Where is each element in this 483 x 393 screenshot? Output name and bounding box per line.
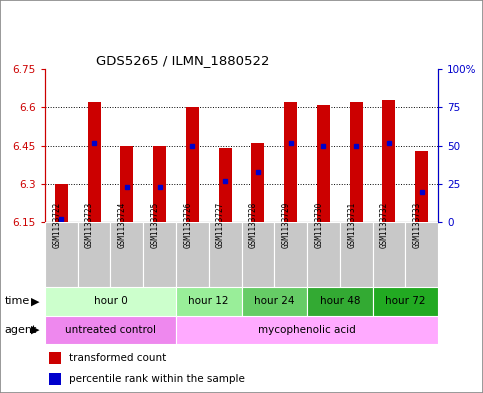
Text: ▶: ▶ xyxy=(31,296,40,307)
Text: GSM1133730: GSM1133730 xyxy=(314,201,324,248)
Bar xyxy=(111,222,143,287)
Bar xyxy=(307,287,372,316)
Bar xyxy=(45,287,176,316)
Bar xyxy=(45,316,176,344)
Text: GDS5265 / ILMN_1880522: GDS5265 / ILMN_1880522 xyxy=(96,54,270,67)
Bar xyxy=(176,316,438,344)
Bar xyxy=(45,222,78,287)
Text: GSM1133732: GSM1133732 xyxy=(380,201,389,248)
Bar xyxy=(143,222,176,287)
Bar xyxy=(176,287,242,316)
Text: hour 0: hour 0 xyxy=(94,296,128,307)
Bar xyxy=(87,102,100,222)
Text: GSM1133723: GSM1133723 xyxy=(85,201,94,248)
Text: GSM1133727: GSM1133727 xyxy=(216,201,225,248)
Text: GSM1133726: GSM1133726 xyxy=(184,201,192,248)
Text: hour 48: hour 48 xyxy=(320,296,360,307)
Bar xyxy=(307,222,340,287)
Bar xyxy=(274,222,307,287)
Bar xyxy=(219,148,232,222)
Bar xyxy=(49,352,61,364)
Bar xyxy=(405,222,438,287)
Bar xyxy=(350,102,363,222)
Bar xyxy=(55,184,68,222)
Bar xyxy=(242,287,307,316)
Bar xyxy=(251,143,264,222)
Text: transformed count: transformed count xyxy=(69,353,166,363)
Bar xyxy=(340,222,372,287)
Text: mycophenolic acid: mycophenolic acid xyxy=(258,325,356,335)
Text: agent: agent xyxy=(5,325,37,335)
Text: GSM1133729: GSM1133729 xyxy=(282,201,291,248)
Bar xyxy=(153,146,166,222)
Bar xyxy=(372,222,405,287)
Text: GSM1133722: GSM1133722 xyxy=(52,201,61,248)
Text: hour 72: hour 72 xyxy=(385,296,426,307)
Bar xyxy=(120,146,133,222)
Bar xyxy=(186,107,199,222)
Bar xyxy=(78,222,111,287)
Bar xyxy=(209,222,242,287)
Text: untreated control: untreated control xyxy=(65,325,156,335)
Text: percentile rank within the sample: percentile rank within the sample xyxy=(69,374,244,384)
Bar xyxy=(284,102,297,222)
Text: GSM1133728: GSM1133728 xyxy=(249,201,258,248)
Bar xyxy=(383,100,396,222)
Text: GSM1133733: GSM1133733 xyxy=(412,201,422,248)
Bar xyxy=(415,151,428,222)
Text: hour 24: hour 24 xyxy=(254,296,295,307)
Bar xyxy=(372,287,438,316)
Bar xyxy=(317,105,330,222)
Text: GSM1133731: GSM1133731 xyxy=(347,201,356,248)
Bar xyxy=(49,373,61,385)
Bar xyxy=(242,222,274,287)
Text: GSM1133725: GSM1133725 xyxy=(151,201,159,248)
Text: time: time xyxy=(5,296,30,307)
Text: hour 12: hour 12 xyxy=(188,296,229,307)
Bar xyxy=(176,222,209,287)
Text: ▶: ▶ xyxy=(31,325,40,335)
Text: GSM1133724: GSM1133724 xyxy=(118,201,127,248)
